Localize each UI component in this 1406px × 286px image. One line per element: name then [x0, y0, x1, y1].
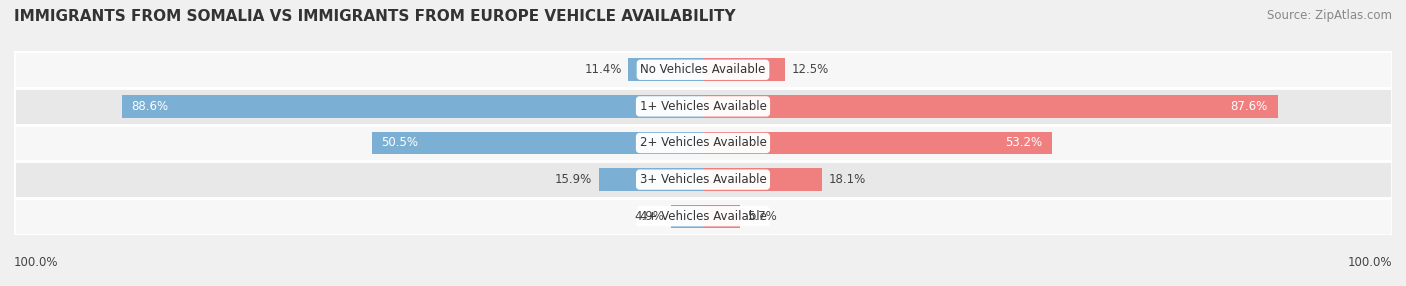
- Text: 100.0%: 100.0%: [14, 256, 59, 269]
- Text: 87.6%: 87.6%: [1230, 100, 1268, 113]
- Text: 50.5%: 50.5%: [381, 136, 419, 150]
- Text: 4+ Vehicles Available: 4+ Vehicles Available: [640, 210, 766, 223]
- Text: 88.6%: 88.6%: [132, 100, 169, 113]
- Bar: [14, 88, 1392, 125]
- Text: 1+ Vehicles Available: 1+ Vehicles Available: [640, 100, 766, 113]
- Bar: [14, 198, 1392, 235]
- Text: IMMIGRANTS FROM SOMALIA VS IMMIGRANTS FROM EUROPE VEHICLE AVAILABILITY: IMMIGRANTS FROM SOMALIA VS IMMIGRANTS FR…: [14, 9, 735, 23]
- Text: 11.4%: 11.4%: [585, 63, 621, 76]
- Text: 100.0%: 100.0%: [1347, 256, 1392, 269]
- Text: 4.9%: 4.9%: [634, 210, 664, 223]
- Text: 5.7%: 5.7%: [747, 210, 776, 223]
- Text: 2+ Vehicles Available: 2+ Vehicles Available: [640, 136, 766, 150]
- Bar: [703, 205, 741, 228]
- Bar: [599, 168, 703, 191]
- Text: 3+ Vehicles Available: 3+ Vehicles Available: [640, 173, 766, 186]
- Bar: [671, 205, 703, 228]
- Bar: [14, 51, 1392, 88]
- Bar: [14, 125, 1392, 161]
- Text: 18.1%: 18.1%: [828, 173, 866, 186]
- Text: 53.2%: 53.2%: [1005, 136, 1042, 150]
- Bar: [371, 132, 703, 154]
- Bar: [703, 58, 785, 81]
- Bar: [703, 168, 821, 191]
- Text: No Vehicles Available: No Vehicles Available: [640, 63, 766, 76]
- Text: 12.5%: 12.5%: [792, 63, 828, 76]
- Bar: [628, 58, 703, 81]
- Bar: [703, 132, 1052, 154]
- Text: 15.9%: 15.9%: [555, 173, 592, 186]
- Bar: [703, 95, 1278, 118]
- Bar: [122, 95, 703, 118]
- Text: Source: ZipAtlas.com: Source: ZipAtlas.com: [1267, 9, 1392, 21]
- Bar: [14, 161, 1392, 198]
